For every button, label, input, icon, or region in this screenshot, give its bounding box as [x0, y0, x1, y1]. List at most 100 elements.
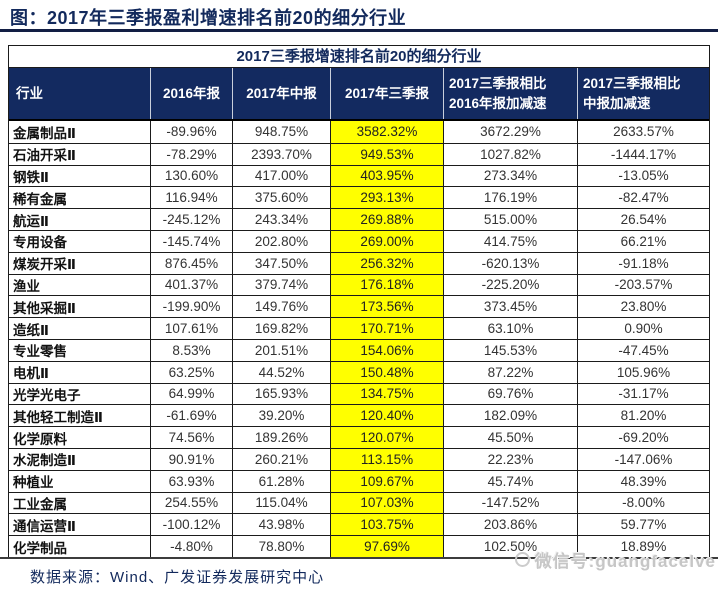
value-cell: 269.00% — [330, 230, 443, 252]
value-cell: 64.99% — [150, 383, 232, 405]
value-cell: -245.12% — [150, 209, 232, 230]
industry-name: 化学原料 — [13, 431, 67, 447]
value-cell: 379.74% — [232, 274, 330, 296]
value-cell: 115.04% — [232, 492, 330, 514]
figure-title: 图：2017年三季报盈利增速排名前20的细分行业 — [10, 8, 407, 28]
value-cell: 182.09% — [443, 405, 577, 427]
value-cell: -69.20% — [577, 427, 709, 448]
table-row: 其他采掘Ⅱ -199.90% 149.76% 173.56% 373.45% 23.80% — [9, 295, 709, 318]
table-row: 化学制品 -4.80% 78.80% 97.69% 102.50% 18.89% — [9, 535, 709, 557]
table-row: 电机Ⅱ 63.25% 44.52% 150.48% 87.22% 105.96% — [9, 360, 709, 383]
value-cell: 74.56% — [150, 427, 232, 448]
table-row: 石油开采Ⅱ -78.29% 2393.70% 949.53% 1027.82% -1444… — [9, 142, 709, 165]
value-cell: 3672.29% — [443, 121, 577, 143]
industry-name: 石油开采Ⅱ — [13, 148, 76, 164]
industry-name: 航运Ⅱ — [13, 213, 49, 229]
value-cell: 116.94% — [150, 187, 232, 209]
value-cell: 105.96% — [577, 361, 709, 383]
value-cell: 173.56% — [330, 296, 443, 318]
industry-name: 稀有金属 — [13, 191, 67, 207]
table-row: 钢铁Ⅱ 130.60% 417.00% 403.95% 273.34% -13.05% — [9, 164, 709, 187]
value-cell: 417.00% — [232, 165, 330, 187]
title-divider — [0, 29, 718, 32]
table-row: 航运Ⅱ -245.12% 243.34% 269.88% 515.00% 26.54% — [9, 208, 709, 230]
table-body: 金属制品Ⅱ -89.96% 948.75% 3582.32% 3672.29% 2633.… — [9, 121, 709, 557]
value-cell: 149.76% — [232, 296, 330, 318]
table-row: 渔业 401.37% 379.74% 176.18% -225.20% -203.57% — [9, 273, 709, 296]
bottom-divider — [0, 557, 718, 559]
value-cell: -31.17% — [577, 383, 709, 405]
value-cell: 48.39% — [577, 470, 709, 492]
value-cell: -78.29% — [150, 143, 232, 165]
value-cell: 176.18% — [330, 274, 443, 296]
value-cell: 260.21% — [232, 448, 330, 470]
value-cell: 375.60% — [232, 187, 330, 209]
value-cell: 243.34% — [232, 209, 330, 230]
column-header: 2017三季报相比 中报加减速 — [577, 68, 709, 119]
value-cell: 109.67% — [330, 470, 443, 492]
table-row: 光学光电子 64.99% 165.93% 134.75% 69.76% -31.17% — [9, 382, 709, 405]
industry-name: 工业金属 — [13, 496, 67, 512]
value-cell: 273.34% — [443, 165, 577, 187]
value-cell: -145.74% — [150, 230, 232, 252]
value-cell: 63.25% — [150, 361, 232, 383]
table-row: 专用设备 -145.74% 202.80% 269.00% 414.75% 66.21% — [9, 229, 709, 252]
value-cell: 169.82% — [232, 318, 330, 339]
value-cell: 293.13% — [330, 187, 443, 209]
industry-name: 其他采掘Ⅱ — [13, 300, 76, 316]
value-cell: 26.54% — [577, 209, 709, 230]
value-cell: 107.61% — [150, 318, 232, 339]
value-cell: 63.10% — [443, 318, 577, 339]
value-cell: -225.20% — [443, 274, 577, 296]
industry-name: 种植业 — [13, 475, 54, 491]
value-cell: 254.55% — [150, 492, 232, 514]
value-cell: 401.37% — [150, 274, 232, 296]
value-cell: 61.28% — [232, 470, 330, 492]
value-cell: 256.32% — [330, 252, 443, 274]
column-header: 2016年报 — [150, 68, 232, 119]
value-cell: 97.69% — [330, 536, 443, 557]
value-cell: 373.45% — [443, 296, 577, 318]
industry-name: 钢铁Ⅱ — [13, 169, 49, 185]
value-cell: 120.07% — [330, 427, 443, 448]
value-cell: 23.80% — [577, 296, 709, 318]
value-cell: 203.86% — [443, 514, 577, 536]
industry-name: 煤炭开采Ⅱ — [13, 257, 76, 273]
industry-name: 金属制品Ⅱ — [13, 125, 76, 141]
table-row: 化学原料 74.56% 189.26% 120.07% 45.50% -69.20% — [9, 426, 709, 448]
value-cell: -1444.17% — [577, 143, 709, 165]
value-cell: 120.40% — [330, 405, 443, 427]
table-row: 工业金属 254.55% 115.04% 107.03% -147.52% -8.00% — [9, 491, 709, 514]
value-cell: -61.69% — [150, 405, 232, 427]
value-cell: 103.75% — [330, 514, 443, 536]
table-caption: 2017三季报增速排名前20的细分行业 — [9, 46, 709, 68]
value-cell: 59.77% — [577, 514, 709, 536]
watermark-text: 微信号:guangfacelve — [534, 552, 716, 571]
industry-name: 水泥制造Ⅱ — [13, 453, 76, 469]
value-cell: 39.20% — [232, 405, 330, 427]
column-header: 2017年三季报 — [330, 68, 443, 119]
value-cell: 81.20% — [577, 405, 709, 427]
industry-name: 光学光电子 — [13, 387, 81, 403]
value-cell: 948.75% — [232, 121, 330, 143]
value-cell: 176.19% — [443, 187, 577, 209]
table-header-row: 行业 2016年报 2017年中报 2017年三季报 2017三季报相比 2016年报加… — [9, 68, 709, 121]
watermark: 微信号:guangfacelve — [514, 547, 716, 572]
value-cell: 414.75% — [443, 230, 577, 252]
value-cell: -620.13% — [443, 252, 577, 274]
data-source-note: 数据来源：Wind、广发证券发展研究中心 — [30, 569, 325, 586]
industry-name: 其他轻工制造Ⅱ — [13, 409, 103, 425]
value-cell: 1027.82% — [443, 143, 577, 165]
industry-name: 渔业 — [13, 278, 40, 294]
value-cell: 78.80% — [232, 536, 330, 557]
value-cell: 145.53% — [443, 339, 577, 361]
value-cell: -199.90% — [150, 296, 232, 318]
value-cell: 515.00% — [443, 209, 577, 230]
value-cell: -8.00% — [577, 492, 709, 514]
value-cell: 202.80% — [232, 230, 330, 252]
value-cell: 66.21% — [577, 230, 709, 252]
table-row: 金属制品Ⅱ -89.96% 948.75% 3582.32% 3672.29% 2633.… — [9, 121, 709, 143]
value-cell: 0.90% — [577, 318, 709, 339]
value-cell: 150.48% — [330, 361, 443, 383]
table-row: 通信运营Ⅱ -100.12% 43.98% 103.75% 203.86% 59.77% — [9, 513, 709, 536]
